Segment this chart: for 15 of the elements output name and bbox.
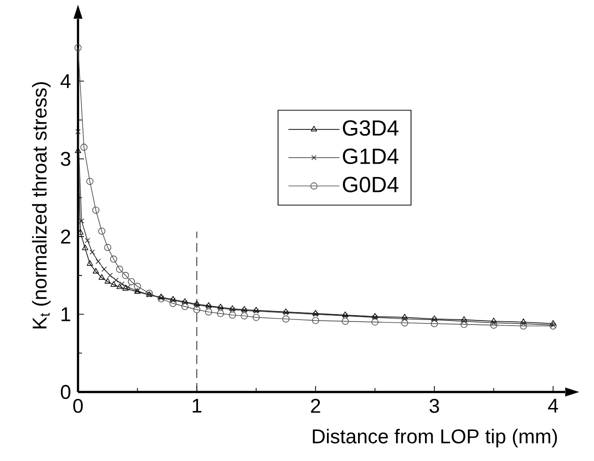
- legend-label: G0D4: [342, 176, 398, 192]
- x-tick-label: 1: [192, 398, 202, 413]
- y-tick-label: 1: [62, 307, 70, 322]
- x-tick-label: 0: [73, 398, 83, 413]
- legend-label: G1D4: [342, 148, 398, 164]
- x-tick-label: 3: [430, 398, 440, 413]
- x-axis-title: Distance from LOP tip (mm): [312, 428, 557, 448]
- y-tick-label: 2: [61, 230, 70, 244]
- x-tick-label: 4: [548, 398, 558, 413]
- y-tick-label: 3: [60, 152, 70, 166]
- y-axis-title: K$_{t}$ (normalized throat stress): [32, 82, 51, 328]
- x-tick-label: 2: [311, 398, 320, 413]
- legend-label: G3D4: [342, 120, 398, 136]
- y-tick-label: 4: [60, 74, 71, 88]
- y-tick-label: 0: [60, 384, 70, 400]
